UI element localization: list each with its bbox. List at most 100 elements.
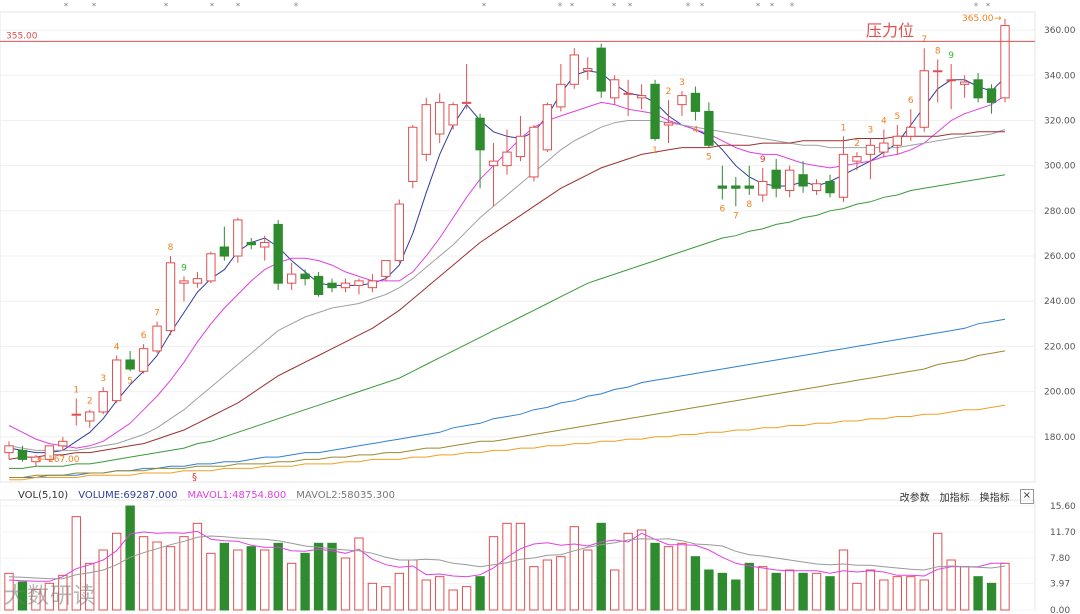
candle-down (125, 359, 135, 370)
candle-up (367, 280, 378, 289)
candle-up (556, 83, 566, 108)
candle-up (865, 144, 876, 155)
volume-bar-up (919, 579, 929, 611)
volume-bar-up (610, 569, 620, 611)
top-event-marker: * (210, 2, 215, 12)
candle-up (152, 325, 162, 352)
volume-bar-down (125, 505, 135, 611)
volume-bar-up (421, 579, 431, 611)
candle-up (58, 440, 68, 447)
volume-bar-up (85, 562, 95, 611)
mavol1-value: MAVOL1:48754.800 (187, 490, 287, 501)
volume-bar-up (542, 559, 553, 611)
td-sequence-label: 8 (935, 46, 941, 56)
candle-down (650, 83, 660, 140)
volume-bar-up (838, 549, 849, 611)
volume-bar-down (313, 542, 324, 611)
candle-up (233, 219, 243, 257)
volume-header: VOL(5,10) VOLUME:69287.000 MAVOL1:48754.… (18, 489, 395, 503)
td-sequence-label: 8 (168, 243, 174, 253)
volume-bar-up (112, 532, 122, 611)
td-sequence-label: 2 (854, 139, 860, 149)
td-sequence-label: 7 (733, 211, 739, 221)
candle-up (192, 278, 203, 284)
add-indicator-button[interactable]: 加指标 (939, 493, 970, 504)
edit-params-button[interactable]: 改参数 (899, 493, 930, 504)
candle-down (986, 88, 997, 103)
candle-up (623, 92, 633, 95)
resistance-value-label: 355.00 (6, 31, 38, 41)
volume-tick-label: 0.00 (1050, 606, 1070, 614)
td-sequence-label: 4 (881, 117, 887, 127)
ma-line-ma30 (8, 131, 1005, 460)
candle-down (825, 180, 835, 194)
volume-bar-up (569, 526, 579, 611)
candle-up (435, 101, 445, 135)
td-sequence-label: 9 (760, 155, 766, 165)
volume-bar-down (300, 552, 310, 611)
top-event-marker: * (64, 2, 69, 12)
candle-up (583, 67, 593, 72)
candle-up (286, 273, 297, 284)
td-sequence-label: 3 (679, 78, 685, 88)
high-marker-label: 365.00 (962, 14, 994, 24)
candle-down (219, 246, 230, 257)
candle-up (394, 203, 404, 262)
volume-bar-down (596, 522, 606, 611)
volume-bar-up (152, 541, 162, 611)
volume-bar-down (798, 572, 808, 611)
volume-bar-up (811, 572, 822, 611)
candle-down (313, 275, 324, 295)
td-sequence-label: 4 (693, 125, 699, 135)
candle-up (71, 413, 81, 416)
td-sequence-label: 5 (894, 112, 900, 122)
volume-bar-up (138, 536, 149, 611)
volume-bar-up (381, 586, 391, 611)
candle-down (17, 449, 28, 460)
ma-line-ma60 (9, 174, 1006, 469)
volume-bar-down (273, 542, 283, 611)
change-indicator-button[interactable]: 换指标 (979, 493, 1010, 504)
volume-bar-up (71, 516, 81, 611)
td-sequence-label: 3 (868, 126, 874, 136)
close-icon[interactable]: × (1019, 489, 1034, 504)
mavol2-value: MAVOL2:58035.300 (296, 490, 396, 501)
volume-bar-down (973, 576, 983, 611)
top-event-marker: * (700, 2, 705, 12)
vol-title: VOL(5,10) (18, 490, 69, 501)
low-marker-arrow: ← (37, 455, 45, 465)
volume-bar-up (165, 546, 176, 611)
top-event-marker: * (570, 2, 575, 12)
td-sequence-label: 6 (719, 205, 725, 215)
td-sequence-label: 3 (100, 374, 106, 384)
td-sequence-label: 9 (181, 263, 187, 273)
volume-bar-up (58, 574, 68, 611)
top-event-marker: * (558, 2, 563, 12)
volume-bar-up (529, 566, 539, 611)
volume-bar-down (219, 542, 230, 611)
volume-bar-up (852, 582, 862, 611)
candle-down (973, 79, 983, 99)
top-event-marker: * (686, 2, 691, 12)
td-sequence-label: 6 (141, 331, 147, 341)
volume-bar-up (502, 522, 512, 611)
volume-bar-up (367, 582, 378, 611)
volume-bar-up (946, 559, 956, 611)
volume-tick-label: 7.80 (1050, 554, 1070, 564)
price-tick-label: 340.00 (1044, 71, 1076, 81)
price-tick-label: 320.00 (1044, 116, 1076, 126)
candle-up (1000, 25, 1010, 99)
ma-line-ma250 (9, 350, 1006, 478)
td-sequence-label: 7 (154, 309, 160, 319)
candle-down (475, 117, 485, 151)
volume-bar-up (583, 549, 593, 611)
volume-tick-label: 3.97 (1050, 580, 1070, 590)
top-event-marker: * (236, 2, 241, 12)
top-event-marker: * (612, 2, 617, 12)
candle-up (569, 54, 579, 85)
candle-up (340, 282, 351, 289)
candle-up (112, 359, 122, 402)
candle-down (704, 110, 714, 146)
td-sequence-label: 5 (127, 376, 133, 386)
